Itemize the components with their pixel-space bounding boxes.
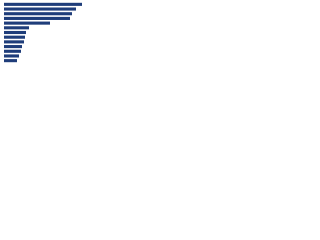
bar [4,45,22,49]
bar [4,2,82,6]
bar [4,54,19,58]
bar [4,21,50,25]
bar [4,49,21,53]
bar [4,12,72,16]
bar [4,59,17,63]
bar [4,30,26,35]
chart [4,2,82,63]
bar [4,35,25,39]
bar [4,16,70,20]
bar [4,40,24,44]
bar [4,7,76,11]
bar [4,26,29,30]
